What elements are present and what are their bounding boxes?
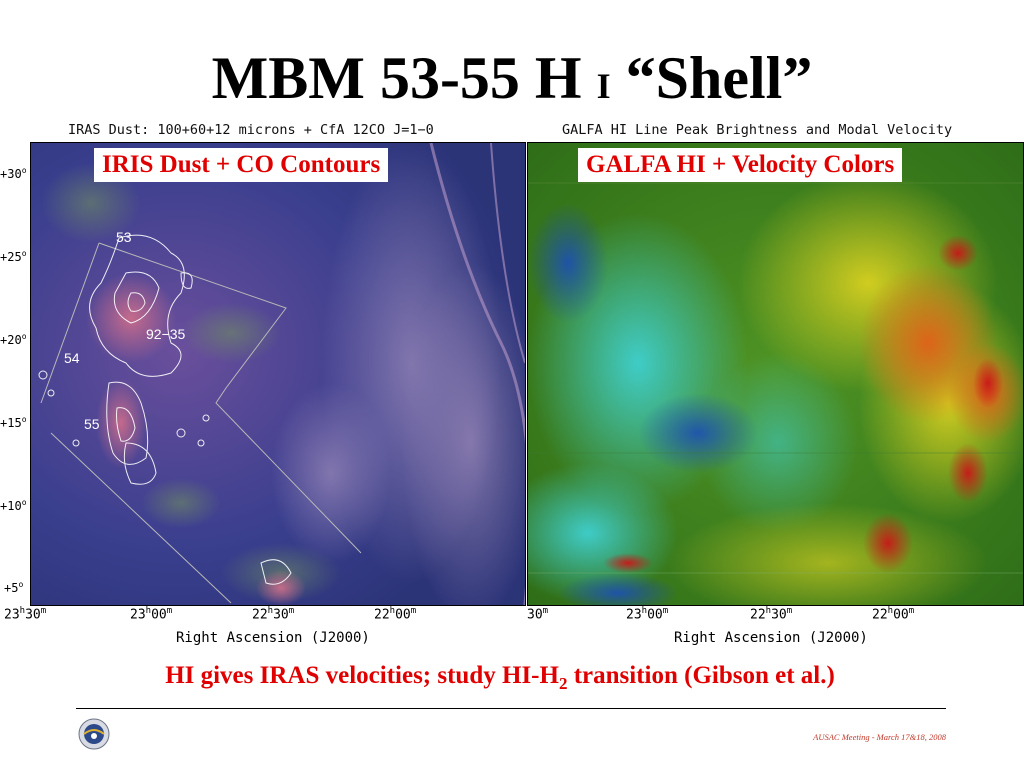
- title-shell: “Shell”: [625, 45, 813, 111]
- observatory-seal-icon: [78, 718, 110, 750]
- ra-tick: 23h30m: [4, 606, 47, 623]
- title-main: MBM 53-55 H: [211, 45, 582, 111]
- ra-tick: 22h30m: [750, 606, 793, 623]
- right-x-axis-title: Right Ascension (J2000): [674, 630, 868, 646]
- dec-tick: +10o: [0, 498, 27, 513]
- footer-divider: [76, 708, 946, 709]
- right-panel-label: GALFA HI + Velocity Colors: [578, 148, 903, 182]
- meeting-footer: AUSAC Meeting - March 17&18, 2008: [813, 732, 946, 742]
- ra-tick: 22h00m: [872, 606, 915, 623]
- cloud-label-53: 53: [116, 229, 132, 245]
- dec-tick: +30o: [0, 166, 27, 181]
- left-panel-caption: IRAS Dust: 100+60+12 microns + CfA 12CO …: [68, 122, 434, 138]
- ra-tick: 23h00m: [130, 606, 173, 623]
- galfa-hi-image: [527, 142, 1024, 606]
- ra-tick: 22h30m: [252, 606, 295, 623]
- slide-title: MBM 53-55 H I “Shell”: [0, 48, 1024, 108]
- dec-tick: +5o: [4, 580, 24, 595]
- cloud-label-54: 54: [64, 350, 80, 366]
- left-x-axis-title: Right Ascension (J2000): [176, 630, 370, 646]
- left-panel-label: IRIS Dust + CO Contours: [94, 148, 389, 182]
- bottom-note: HI gives IRAS velocities; study HI-H2 tr…: [165, 662, 835, 693]
- ra-tick: 22h00m: [374, 606, 417, 623]
- right-panel-caption: GALFA HI Line Peak Brightness and Modal …: [562, 122, 953, 138]
- cloud-label-92-35: 92−35: [146, 326, 186, 342]
- dec-tick: +25o: [0, 249, 27, 264]
- ra-tick: 23h00m: [626, 606, 669, 623]
- ra-tick: 30m: [527, 606, 549, 623]
- iras-dust-image: [30, 142, 526, 606]
- cloud-label-55: 55: [84, 416, 100, 432]
- dec-tick: +15o: [0, 415, 27, 430]
- dec-tick: +20o: [0, 332, 27, 347]
- title-hi-i: I: [596, 66, 611, 106]
